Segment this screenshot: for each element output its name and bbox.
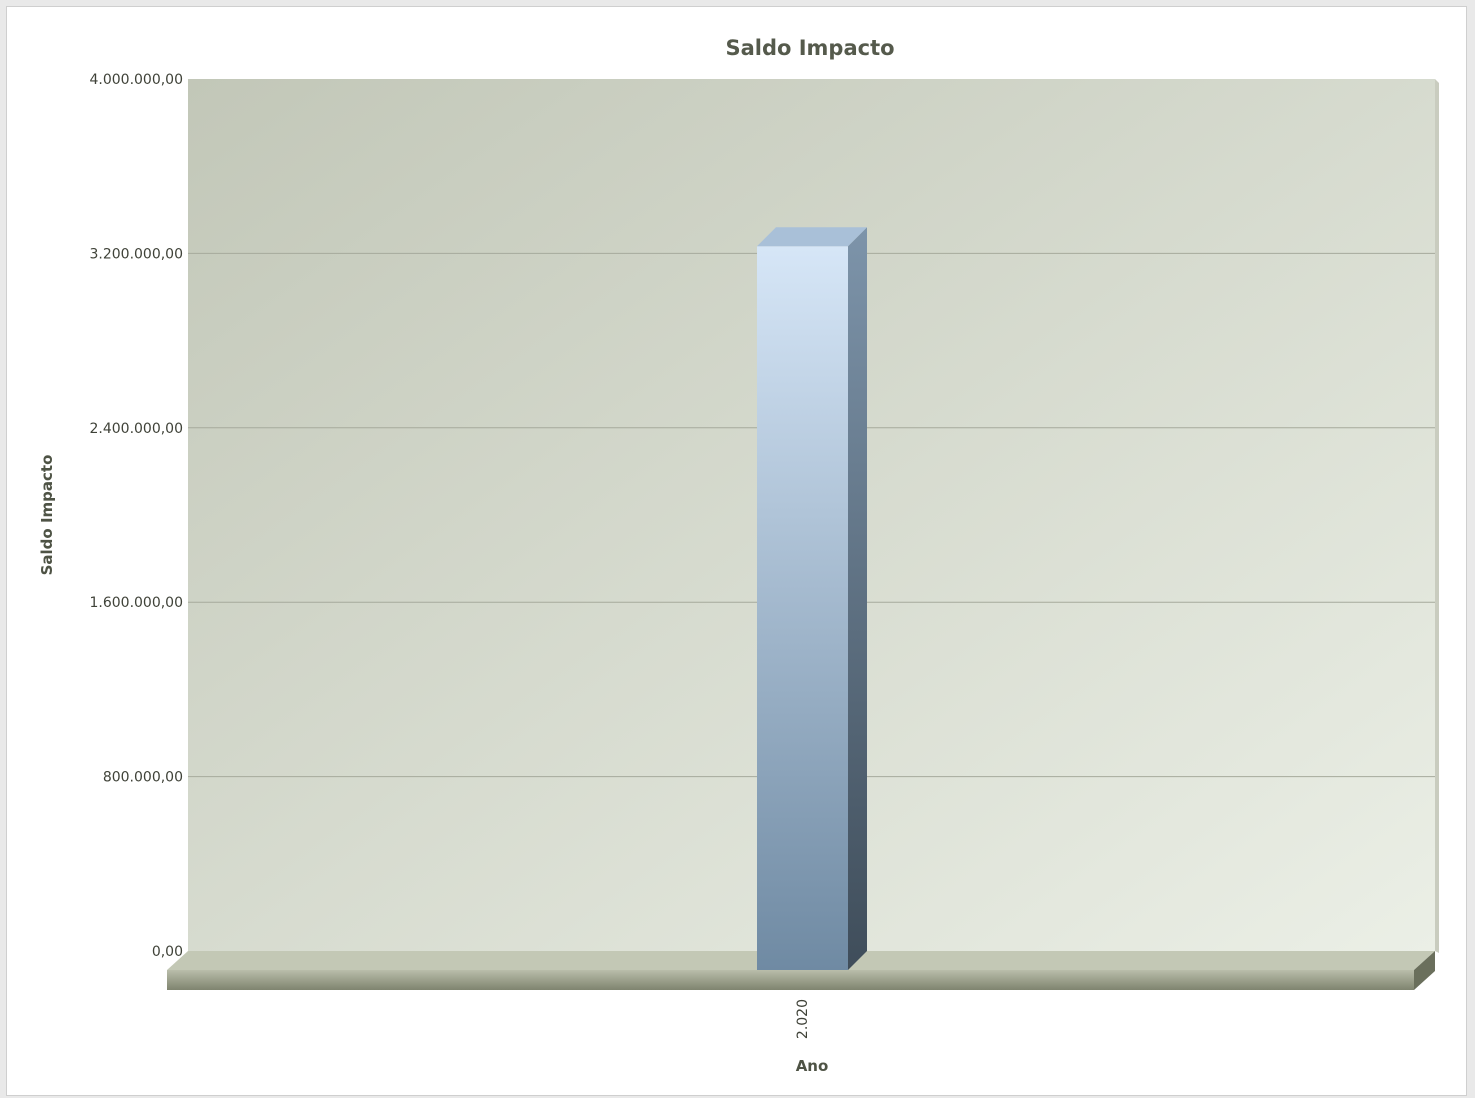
y-tick-label: 800.000,00 bbox=[103, 770, 183, 786]
bar bbox=[757, 246, 848, 971]
y-tick-label: 0,00 bbox=[152, 944, 183, 960]
bar-chart: 0,00 800.000,00 1.600.000,00 2.400.000,00 3.… bbox=[38, 36, 1439, 1075]
y-tick-label: 4.000.000,00 bbox=[89, 72, 183, 88]
plot-right-wall bbox=[1435, 79, 1439, 953]
y-axis-ticks: 0,00 800.000,00 1.600.000,00 2.400.000,00 3.… bbox=[89, 72, 183, 960]
x-axis-ticks: 2.020 bbox=[795, 999, 811, 1039]
chart-title: Saldo Impacto bbox=[725, 36, 894, 60]
y-tick-label: 2.400.000,00 bbox=[89, 421, 183, 437]
chart-frame: 0,00 800.000,00 1.600.000,00 2.400.000,00 3.… bbox=[6, 6, 1467, 1096]
bars-group bbox=[757, 227, 867, 971]
y-tick-label: 3.200.000,00 bbox=[89, 246, 183, 262]
bar-top bbox=[757, 227, 867, 247]
chart-floor-side bbox=[1414, 951, 1435, 990]
x-tick-label: 2.020 bbox=[795, 999, 811, 1039]
y-tick-label: 1.600.000,00 bbox=[89, 595, 183, 611]
bar-side bbox=[848, 227, 867, 971]
chart-floor-front bbox=[167, 970, 1414, 990]
y-axis-title: Saldo Impacto bbox=[38, 455, 56, 576]
x-axis-title: Ano bbox=[796, 1057, 829, 1075]
